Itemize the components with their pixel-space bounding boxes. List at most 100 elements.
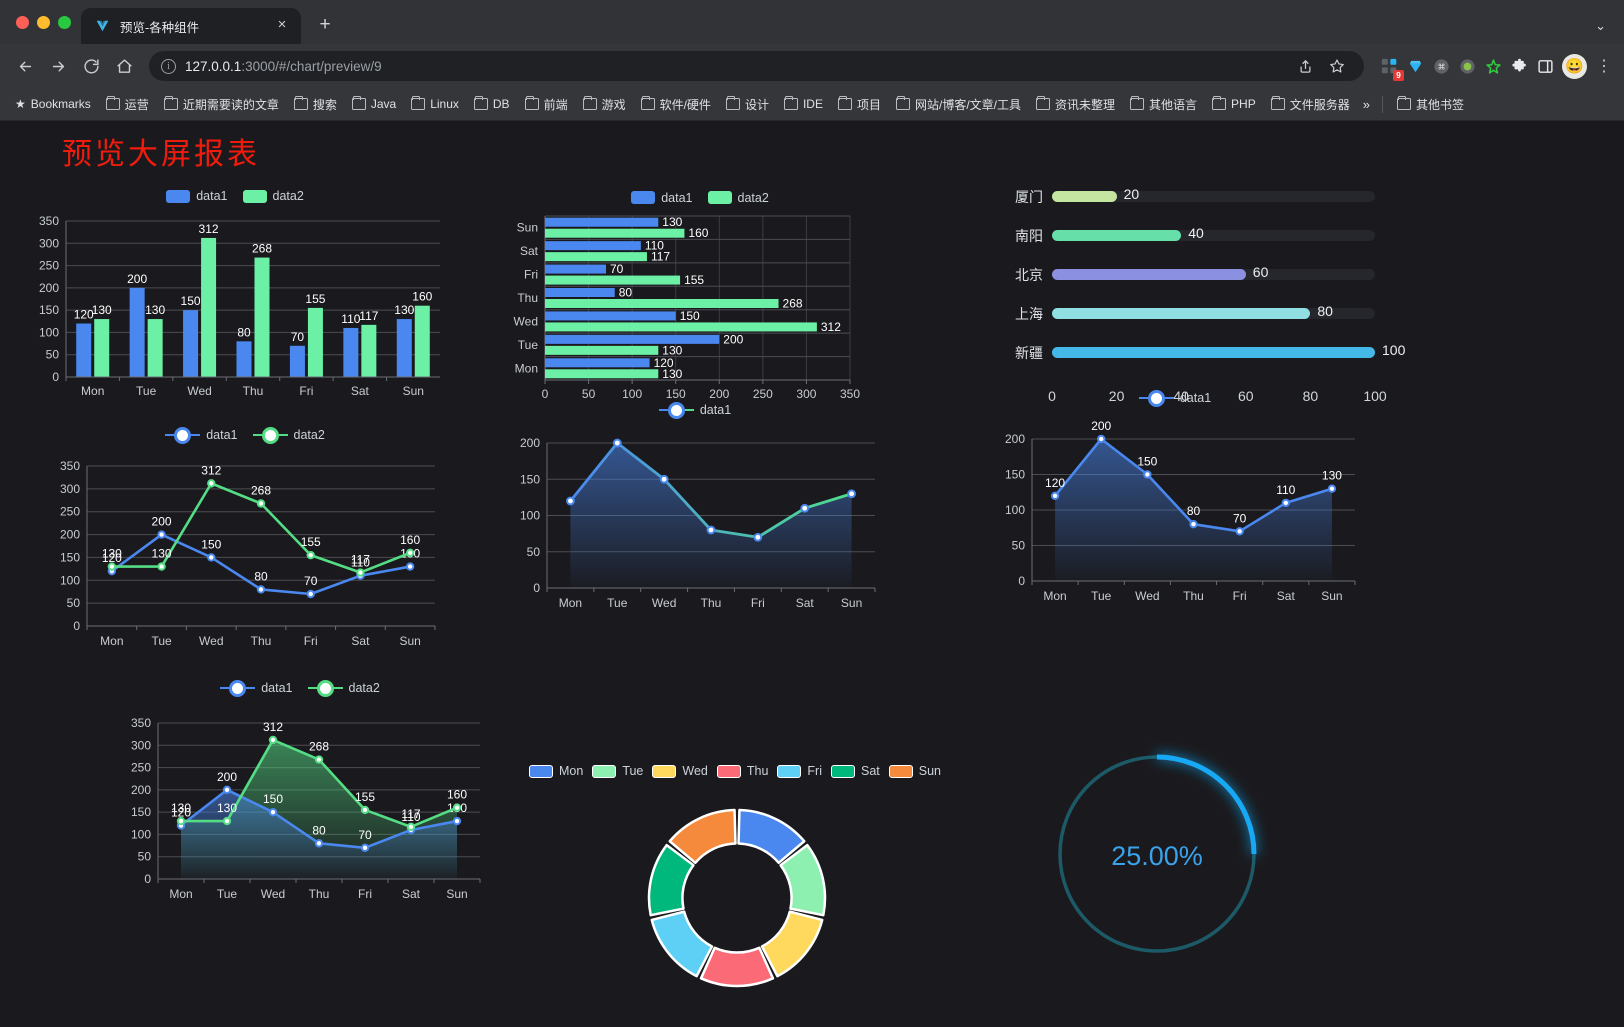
extensions-grid-icon[interactable]: 9 [1380,57,1404,81]
legend-item-data1[interactable]: data1 [220,679,293,697]
bookmark-item-9[interactable]: 软件/硬件 [634,93,718,116]
new-tab-button[interactable]: + [319,14,331,35]
bookmark-star-icon[interactable] [1322,51,1352,81]
bookmark-item-8[interactable]: 游戏 [576,93,633,116]
bookmark-item-2[interactable]: 近期需要读的文章 [157,93,286,116]
legend-label: data2 [737,190,769,205]
sidepanel-icon[interactable] [1536,57,1555,76]
legend-item-data1[interactable]: data1 [658,401,731,419]
data-point [1281,498,1290,508]
puzzle-icon[interactable] [1510,57,1529,76]
legend-item-wed[interactable]: Wed [652,764,708,778]
bookmark-item-11[interactable]: IDE [777,94,830,114]
share-icon[interactable] [1290,51,1320,81]
bookmark-item-14[interactable]: 资讯未整理 [1029,93,1122,116]
diamond-icon[interactable] [1406,57,1425,76]
chart-text: 300 [796,387,816,401]
minimize-window-button[interactable] [37,15,50,29]
chart-text: 155 [301,535,321,549]
legend-swatch [592,764,617,778]
chart-text: 268 [783,297,803,311]
chart-text: 155 [355,790,375,804]
axis-tick: 20 [1108,388,1125,404]
legend-item-fri[interactable]: Fri [777,764,822,778]
donut-slice[interactable] [668,808,737,865]
chart-text: 150 [60,550,80,564]
donut-slice[interactable] [779,843,827,917]
legend-item-sun[interactable]: Sun [888,764,941,778]
legend-item-data1[interactable]: data1 [165,426,238,444]
folder-icon [411,95,426,110]
chart-text: 268 [251,483,271,497]
tab-list-chevron-icon[interactable]: ⌄ [1595,18,1606,33]
donut-slice[interactable] [650,910,714,978]
legend-item-data1[interactable]: data1 [1138,389,1211,407]
legend-item-data2[interactable]: data2 [707,190,769,205]
chart-text: Sat [351,384,370,398]
progress-rows: 厦门 20 南阳 40 北京 60 上海 80 新疆 100 [995,177,1405,372]
progress-bar-panel: 厦门 20 南阳 40 北京 60 上海 80 新疆 100 0 20 40 60 80 100 [995,177,1405,417]
bookmark-item-12[interactable]: 项目 [831,93,888,116]
chart-text: 200 [60,528,80,542]
bar [147,319,163,377]
chart-text: 268 [252,242,272,256]
bookmark-item-17[interactable]: 文件服务器 [1264,93,1357,116]
chart-text: 312 [821,320,841,334]
other-bookmarks-button[interactable]: 其他书签 [1390,93,1471,116]
tab-close-icon[interactable]: × [277,16,287,33]
profile-avatar[interactable]: 😀 [1562,53,1587,79]
site-info-icon[interactable]: i [161,58,176,74]
chart-text: 150 [1005,468,1025,482]
forward-button[interactable] [43,51,73,81]
bookmark-item-5[interactable]: Linux [404,94,466,114]
browser-tab[interactable]: 预览-各种组件 × [81,8,301,44]
donut-slice[interactable] [760,910,824,978]
star-green-icon[interactable] [1484,57,1503,76]
data-point [753,532,763,542]
bookmark-item-1[interactable]: 运营 [99,93,156,116]
bookmark-item-7[interactable]: 前端 [518,93,575,116]
bookmark-item-15[interactable]: 其他语言 [1123,93,1204,116]
chrome-menu-icon[interactable]: ⋮ [1596,58,1612,75]
progress-row: 北京 60 [995,255,1375,294]
gradient-line-svg: 0 50 100 150 200 Mon Tue Wed Thu Fri Sat Sun [520,436,876,610]
donut-slice[interactable] [699,946,775,988]
command-icon[interactable]: ⌘ [1432,57,1451,76]
address-bar[interactable]: i 127.0.0.1:3000/#/chart/preview/9 [149,51,1364,81]
bookmark-item-0[interactable]: ★ Bookmarks [8,94,98,114]
donut-slice[interactable] [647,843,695,917]
chart-text: 120 [74,308,94,322]
circle-green-icon[interactable] [1458,57,1477,76]
legend-item-tue[interactable]: Tue [592,764,643,778]
bookmark-item-4[interactable]: Java [345,94,403,114]
legend-item-data2[interactable]: data2 [307,679,380,697]
donut-slice[interactable] [737,808,806,865]
legend-item-sat[interactable]: Sat [831,764,880,778]
bookmark-item-13[interactable]: 网站/博客/文章/工具 [889,93,1028,116]
legend-swatch [528,764,553,778]
home-button[interactable] [109,51,139,81]
back-button[interactable] [10,51,40,81]
legend-swatch [716,764,741,778]
bookmark-item-3[interactable]: 搜索 [287,93,344,116]
legend-line-marker [252,426,288,444]
bookmark-item-16[interactable]: PHP [1205,94,1263,114]
legend-item-thu[interactable]: Thu [716,764,768,778]
bookmarks-overflow-button[interactable]: » [1362,96,1370,112]
legend-item-data2[interactable]: data2 [252,426,325,444]
legend-item-data1[interactable]: data1 [166,189,228,203]
chart-text: 300 [131,738,151,752]
legend-item-data2[interactable]: data2 [242,189,304,203]
window-controls [12,0,81,44]
maximize-window-button[interactable] [58,15,71,29]
legend-item-mon[interactable]: Mon [528,764,583,778]
legend-item-data1[interactable]: data1 [631,191,693,205]
close-window-button[interactable] [16,15,29,29]
bar [183,310,199,377]
bookmark-item-6[interactable]: DB [467,94,517,114]
chart-text: 312 [199,222,219,236]
bookmark-item-10[interactable]: 设计 [719,93,776,116]
reload-button[interactable] [76,51,106,81]
progress-row: 南阳 40 [995,216,1375,255]
chart-text: 200 [709,387,729,401]
